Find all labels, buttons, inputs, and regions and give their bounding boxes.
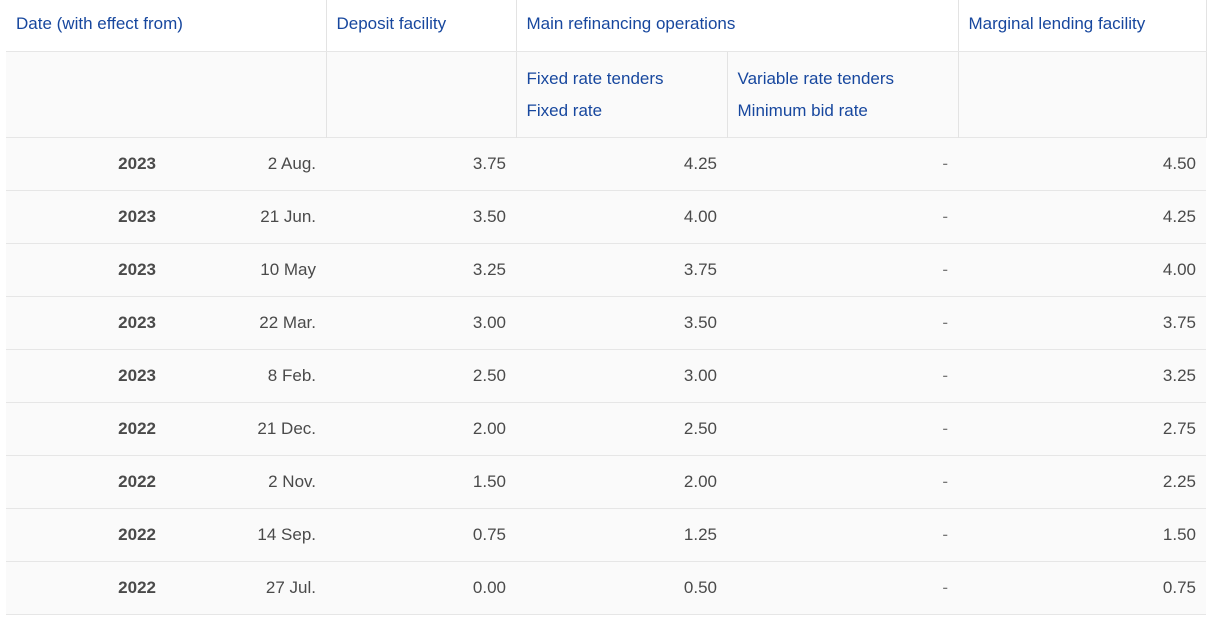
date-cell: 2 Nov. xyxy=(166,454,326,508)
header-main-refinancing-operations: Main refinancing operations xyxy=(516,0,959,52)
marginal-rate-cell: 4.00 xyxy=(958,242,1207,296)
marginal-rate-cell: 4.25 xyxy=(958,189,1207,243)
date-cell: 10 May xyxy=(166,242,326,296)
variable-rate-cell: - xyxy=(727,189,959,243)
variable-rate-cell: - xyxy=(727,454,959,508)
table-row: 2023 22 Mar. 3.00 3.50 - 3.75 xyxy=(6,295,1207,349)
header-row-primary: Date (with effect from) Deposit facility… xyxy=(6,0,1207,52)
year-cell: 2022 xyxy=(6,401,166,455)
year-cell: 2022 xyxy=(6,454,166,508)
header-row-secondary: Fixed rate tenders Fixed rate Variable r… xyxy=(6,51,1207,137)
date-cell: 8 Feb. xyxy=(166,348,326,402)
header-variable-rate-tenders-label: Variable rate tenders xyxy=(737,68,895,88)
marginal-rate-cell: 2.25 xyxy=(958,454,1207,508)
deposit-rate-cell: 3.25 xyxy=(326,242,516,296)
variable-rate-cell: - xyxy=(727,560,959,615)
marginal-rate-cell: 2.75 xyxy=(958,401,1207,455)
table-row: 2023 8 Feb. 2.50 3.00 - 3.25 xyxy=(6,348,1207,402)
date-cell: 14 Sep. xyxy=(166,507,326,561)
header-date-sub xyxy=(6,51,327,137)
year-cell: 2023 xyxy=(6,348,166,402)
marginal-rate-cell: 3.25 xyxy=(958,348,1207,402)
date-cell: 21 Jun. xyxy=(166,189,326,243)
date-cell: 22 Mar. xyxy=(166,295,326,349)
table-row: 2022 27 Jul. 0.00 0.50 - 0.75 xyxy=(6,560,1207,615)
marginal-rate-cell: 0.75 xyxy=(958,560,1207,615)
table-row: 2022 21 Dec. 2.00 2.50 - 2.75 xyxy=(6,401,1207,455)
fixed-rate-cell: 1.25 xyxy=(516,507,727,561)
date-cell: 21 Dec. xyxy=(166,401,326,455)
key-interest-rates-table: Date (with effect from) Deposit facility… xyxy=(6,0,1207,615)
header-variable-rate-tenders: Variable rate tenders Minimum bid rate xyxy=(727,51,959,137)
header-deposit-sub xyxy=(326,51,517,137)
table-row: 2023 21 Jun. 3.50 4.00 - 4.25 xyxy=(6,189,1207,243)
header-fixed-rate-tenders-label: Fixed rate tenders xyxy=(526,68,664,88)
date-cell: 2 Aug. xyxy=(166,136,326,190)
variable-rate-cell: - xyxy=(727,136,959,190)
marginal-rate-cell: 1.50 xyxy=(958,507,1207,561)
year-cell: 2023 xyxy=(6,242,166,296)
date-cell: 27 Jul. xyxy=(166,560,326,615)
year-cell: 2023 xyxy=(6,295,166,349)
header-fixed-rate-label: Fixed rate xyxy=(526,100,603,120)
header-fixed-rate-tenders: Fixed rate tenders Fixed rate xyxy=(516,51,728,137)
table-row: 2023 2 Aug. 3.75 4.25 - 4.50 xyxy=(6,136,1207,190)
deposit-rate-cell: 2.50 xyxy=(326,348,516,402)
fixed-rate-cell: 4.25 xyxy=(516,136,727,190)
variable-rate-cell: - xyxy=(727,348,959,402)
deposit-rate-cell: 0.75 xyxy=(326,507,516,561)
year-cell: 2022 xyxy=(6,560,166,615)
deposit-rate-cell: 1.50 xyxy=(326,454,516,508)
header-marginal-lending-facility: Marginal lending facility xyxy=(958,0,1207,52)
fixed-rate-cell: 2.00 xyxy=(516,454,727,508)
header-deposit-facility: Deposit facility xyxy=(326,0,517,52)
fixed-rate-cell: 4.00 xyxy=(516,189,727,243)
marginal-rate-cell: 3.75 xyxy=(958,295,1207,349)
deposit-rate-cell: 0.00 xyxy=(326,560,516,615)
deposit-rate-cell: 2.00 xyxy=(326,401,516,455)
marginal-rate-cell: 4.50 xyxy=(958,136,1207,190)
deposit-rate-cell: 3.00 xyxy=(326,295,516,349)
fixed-rate-cell: 0.50 xyxy=(516,560,727,615)
table-body: 2023 2 Aug. 3.75 4.25 - 4.50 2023 21 Jun… xyxy=(6,136,1207,615)
year-cell: 2022 xyxy=(6,507,166,561)
table-row: 2023 10 May 3.25 3.75 - 4.00 xyxy=(6,242,1207,296)
header-date: Date (with effect from) xyxy=(6,0,327,52)
variable-rate-cell: - xyxy=(727,242,959,296)
fixed-rate-cell: 3.50 xyxy=(516,295,727,349)
fixed-rate-cell: 3.00 xyxy=(516,348,727,402)
year-cell: 2023 xyxy=(6,189,166,243)
header-marginal-sub xyxy=(958,51,1207,137)
table-row: 2022 14 Sep. 0.75 1.25 - 1.50 xyxy=(6,507,1207,561)
fixed-rate-cell: 3.75 xyxy=(516,242,727,296)
deposit-rate-cell: 3.75 xyxy=(326,136,516,190)
year-cell: 2023 xyxy=(6,136,166,190)
fixed-rate-cell: 2.50 xyxy=(516,401,727,455)
table-header: Date (with effect from) Deposit facility… xyxy=(6,0,1207,137)
variable-rate-cell: - xyxy=(727,507,959,561)
variable-rate-cell: - xyxy=(727,401,959,455)
deposit-rate-cell: 3.50 xyxy=(326,189,516,243)
table-row: 2022 2 Nov. 1.50 2.00 - 2.25 xyxy=(6,454,1207,508)
header-minimum-bid-rate-label: Minimum bid rate xyxy=(737,100,868,120)
variable-rate-cell: - xyxy=(727,295,959,349)
